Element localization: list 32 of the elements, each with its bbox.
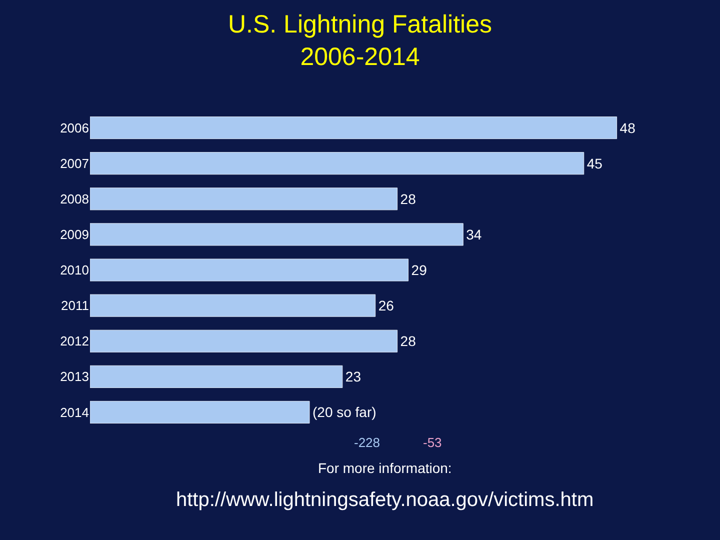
bar — [90, 188, 398, 210]
y-tick-label: 2013 — [60, 369, 89, 384]
bar — [90, 152, 584, 175]
data-label: 26 — [378, 298, 394, 314]
data-label: 45 — [586, 155, 603, 172]
data-label: 48 — [620, 120, 636, 136]
y-tick-label: 2011 — [61, 298, 89, 314]
y-tick-label: 2012 — [60, 334, 89, 349]
text: -228 — [354, 435, 380, 450]
y-tick-label: 2006 — [60, 120, 89, 136]
y-tick-label: 2007 — [60, 156, 89, 171]
text: http://www.lightningsafety.noaa.gov/victims.htm — [176, 489, 594, 511]
y-tick-label: 2009 — [60, 226, 89, 242]
bar — [90, 294, 376, 317]
data-label: 28 — [400, 190, 416, 207]
data-label: 34 — [466, 226, 482, 242]
chart-title: U.S. Lightning Fatalities 2006-2014 — [228, 10, 492, 71]
y-tick-label: 2014 — [60, 404, 89, 420]
text: -53 — [423, 435, 442, 450]
bar — [90, 330, 398, 352]
y-tick-label: 2010 — [60, 262, 89, 278]
bar — [90, 258, 409, 282]
bar — [90, 400, 310, 424]
bar — [90, 116, 618, 140]
bar — [90, 223, 464, 246]
data-label: 29 — [411, 262, 428, 278]
text: For more information: — [318, 460, 452, 476]
data-label: 28 — [400, 333, 416, 350]
data-label: (20 so far) — [312, 404, 376, 420]
y-tick-label: 2008 — [60, 191, 89, 206]
bar — [90, 365, 343, 388]
data-label: 23 — [345, 368, 362, 385]
